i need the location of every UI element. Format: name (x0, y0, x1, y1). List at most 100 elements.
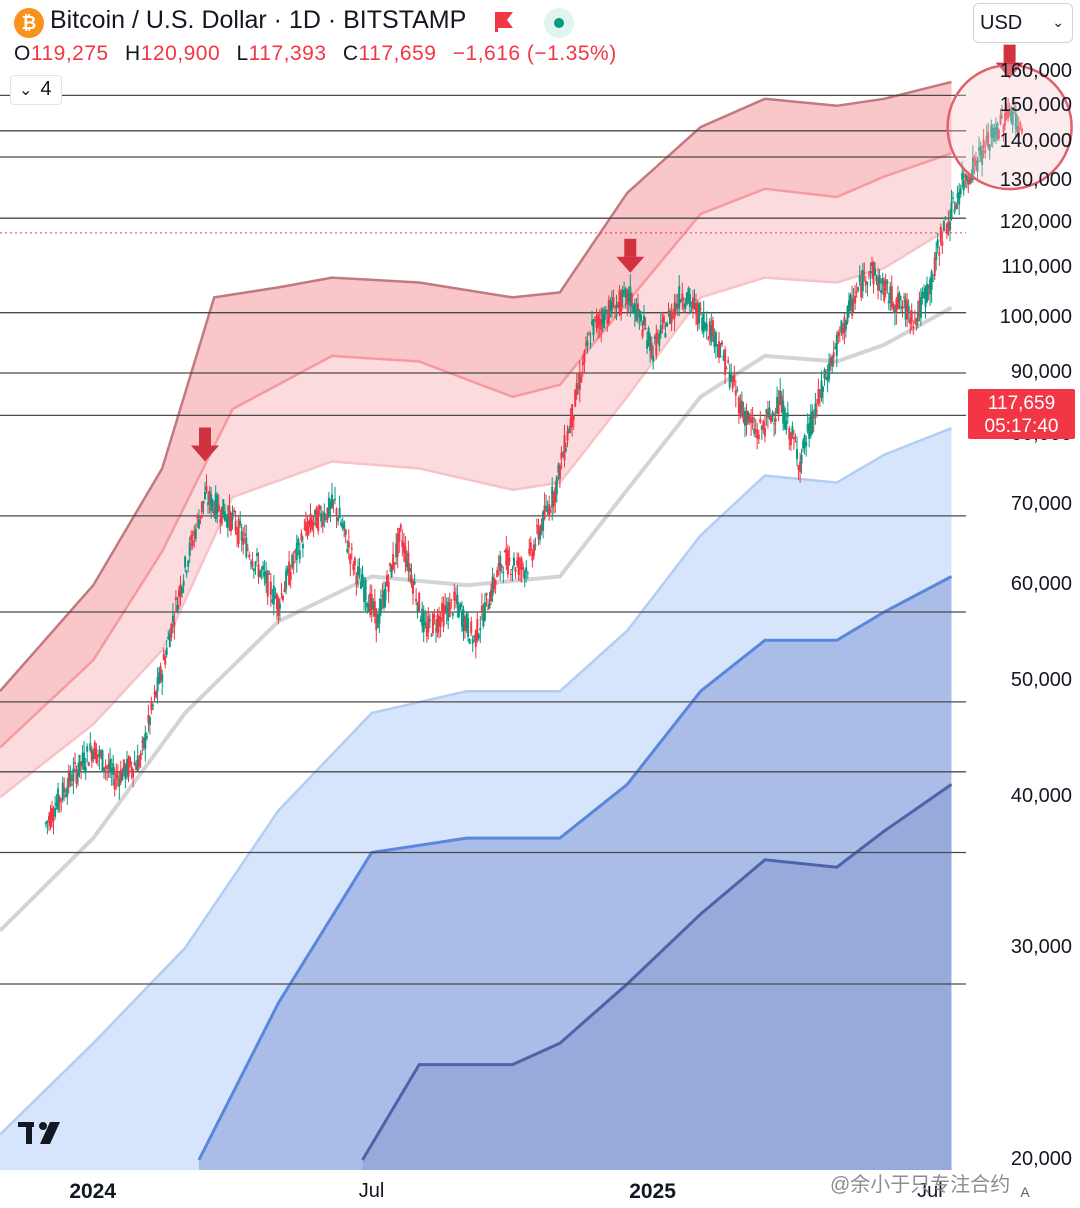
candle-body (373, 601, 376, 616)
candle-body (442, 606, 445, 627)
candle-body (832, 352, 835, 358)
candle-body (869, 271, 872, 274)
price-tick-label: 30,000 (1010, 935, 1072, 958)
candle-body (233, 510, 236, 513)
candle-body (453, 591, 456, 601)
candle-body (167, 636, 170, 639)
candle-body (395, 543, 398, 558)
price-tick-label: 70,000 (1010, 492, 1072, 515)
auto-scale-button[interactable]: A (1020, 1184, 1030, 1200)
candle-body (424, 622, 427, 626)
candle-body (1004, 113, 1006, 126)
blue-lower-band-line (361, 783, 953, 1161)
candle-body (87, 762, 90, 766)
candle-body (493, 577, 496, 589)
candle-body (144, 733, 147, 749)
candle-body (670, 311, 673, 323)
candle-body (179, 584, 182, 597)
candle-body (991, 127, 994, 139)
candle-body (487, 609, 489, 610)
candle-body (658, 333, 661, 346)
candle-body (60, 799, 63, 801)
candle-body (291, 554, 294, 568)
candle-body (473, 636, 476, 638)
candle-body (936, 239, 939, 248)
candle-body (779, 390, 782, 405)
candle-body (257, 564, 260, 577)
symbol-title[interactable]: Bitcoin / U.S. Dollar · 1D · BITSTAMP (50, 6, 467, 34)
candle-body (808, 423, 811, 439)
candle-body (970, 179, 973, 181)
candle-body (841, 328, 844, 334)
candle-body (491, 576, 494, 597)
candle-body (106, 766, 109, 769)
candle-body (283, 588, 286, 593)
candle-body (770, 415, 772, 423)
candle-body (243, 533, 246, 536)
candle-body (318, 505, 321, 511)
candle-body (927, 286, 930, 289)
candle-body (904, 298, 907, 320)
candle-body (776, 397, 779, 414)
candle-body (497, 562, 500, 567)
candle-body (410, 574, 413, 585)
candle-body (138, 759, 141, 767)
price-tick-label: 50,000 (1010, 668, 1072, 691)
candle-body (216, 495, 219, 514)
candle-body (938, 252, 941, 256)
candle-body (500, 565, 503, 568)
candle-body (748, 414, 751, 421)
candle-body (438, 616, 440, 627)
candle-body (392, 554, 395, 570)
candle-body (635, 310, 638, 322)
candle-body (687, 288, 690, 300)
candle-body (93, 742, 96, 760)
candle-body (196, 516, 199, 519)
candle-body (652, 355, 655, 362)
candle-body (736, 389, 739, 391)
candle-body (916, 312, 919, 322)
candle-body (759, 418, 762, 423)
candle-body (124, 766, 127, 779)
candle-body (132, 769, 135, 778)
candle-body (762, 421, 765, 430)
price-tick-label: 110,000 (1001, 256, 1072, 279)
candle-body (871, 262, 873, 266)
candle-body (465, 613, 468, 630)
candle-body (401, 540, 404, 548)
candle-body (792, 437, 795, 440)
candle-body (456, 594, 459, 605)
candle-body (880, 290, 883, 293)
candle-body (329, 502, 332, 509)
candle-body (965, 175, 968, 181)
candle-body (823, 369, 826, 379)
candle-body (476, 619, 479, 641)
flag-icon[interactable] (492, 10, 516, 34)
candle-body (537, 526, 540, 539)
candle-body (412, 581, 414, 594)
currency-select[interactable]: USD ⌄ (973, 3, 1073, 43)
candle-body (620, 292, 623, 315)
candle-body (952, 197, 954, 199)
candle-body (393, 562, 396, 565)
candle-body (826, 376, 829, 382)
candle-body (753, 429, 756, 434)
candle-body (513, 557, 515, 566)
indicators-toggle[interactable]: ⌄ 4 (10, 75, 62, 105)
candle-body (713, 335, 716, 347)
candle-body (650, 342, 653, 358)
candle-body (604, 309, 607, 314)
candle-body (935, 252, 938, 260)
candle-body (346, 549, 349, 553)
candle-body (828, 362, 831, 380)
candle-body (603, 314, 606, 328)
candle-body (892, 304, 895, 310)
candle-body (791, 426, 794, 435)
candle-body (508, 557, 511, 562)
candle-body (924, 287, 927, 307)
candle-body (280, 593, 283, 594)
candle-body (470, 621, 473, 634)
candle-body (77, 771, 79, 777)
candle-body (555, 476, 558, 495)
